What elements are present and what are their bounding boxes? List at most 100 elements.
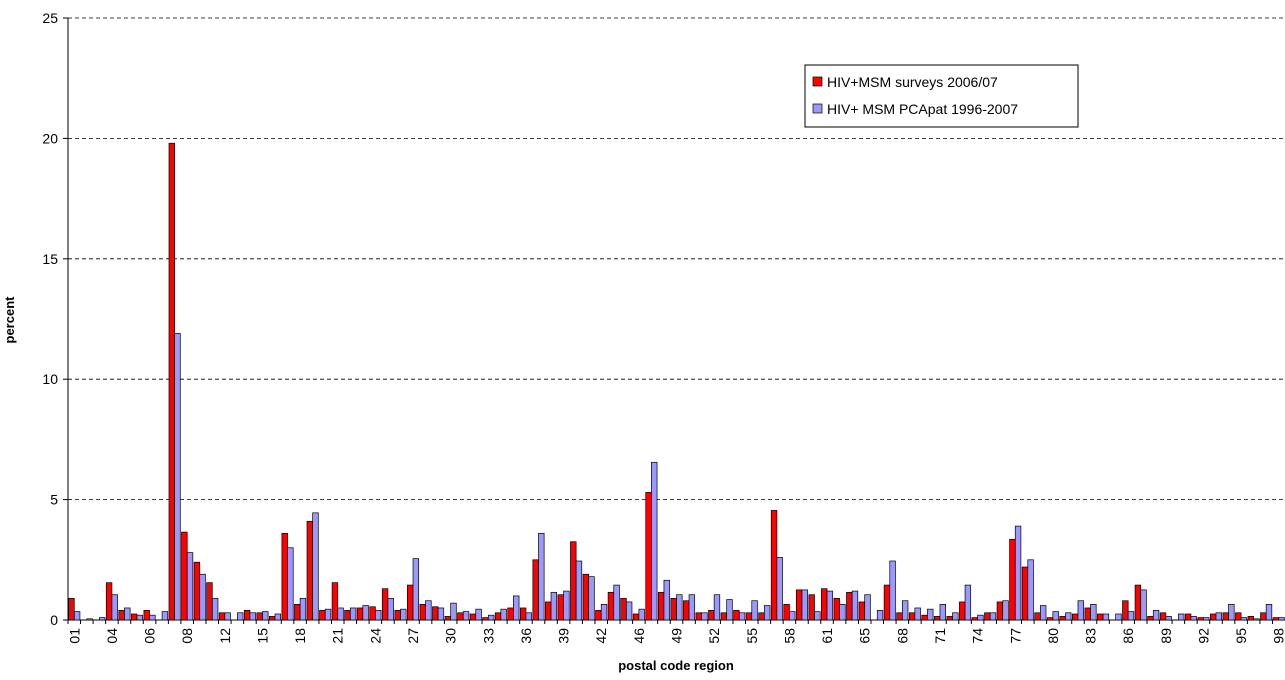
bar xyxy=(607,591,615,621)
x-tick-label: 80 xyxy=(1045,628,1061,644)
bar xyxy=(1147,616,1154,621)
bar xyxy=(550,591,558,621)
bar xyxy=(582,573,590,621)
y-tick-label: 5 xyxy=(50,492,58,508)
bar xyxy=(595,610,602,621)
legend-label: HIV+MSM surveys 2006/07 xyxy=(827,74,998,90)
bar xyxy=(921,614,928,621)
bar xyxy=(349,607,357,621)
bar xyxy=(149,614,156,621)
bar xyxy=(933,616,941,621)
bar xyxy=(1039,605,1047,621)
bar xyxy=(494,612,502,621)
bar xyxy=(745,612,753,621)
bar xyxy=(1097,613,1104,621)
bar xyxy=(833,597,840,621)
x-tick-label: 52 xyxy=(706,628,722,644)
bar xyxy=(269,616,276,621)
y-tick-label: 25 xyxy=(42,10,58,26)
bar xyxy=(294,603,301,621)
bar xyxy=(1165,616,1172,621)
bar xyxy=(193,561,201,621)
bar xyxy=(519,607,527,621)
bar xyxy=(174,333,181,621)
bar xyxy=(713,594,721,621)
bar xyxy=(86,618,93,621)
bar xyxy=(984,612,991,621)
bar xyxy=(1014,525,1022,621)
bar xyxy=(437,607,445,621)
bar xyxy=(776,557,783,621)
bar xyxy=(670,597,677,621)
bar xyxy=(161,611,169,621)
bar xyxy=(425,600,432,621)
bar xyxy=(324,608,332,621)
bar xyxy=(462,611,470,621)
bar xyxy=(356,607,364,621)
bar xyxy=(525,612,532,621)
bar xyxy=(952,612,959,621)
bar xyxy=(224,612,231,621)
x-tick-label: 06 xyxy=(142,628,158,644)
x-tick-label: 65 xyxy=(857,628,873,644)
bar xyxy=(513,595,520,621)
bar xyxy=(186,552,194,621)
x-tick-label: 74 xyxy=(970,628,986,644)
bar xyxy=(563,590,570,621)
x-tick-label: 68 xyxy=(894,628,910,644)
bar xyxy=(575,560,583,621)
bar xyxy=(1197,617,1204,621)
bar xyxy=(964,584,972,621)
bar xyxy=(839,603,846,621)
bar xyxy=(68,597,75,621)
bar xyxy=(620,597,627,621)
x-tick-label: 98 xyxy=(1271,628,1285,644)
bar xyxy=(1240,617,1248,621)
x-tick-label: 86 xyxy=(1120,628,1136,644)
bar xyxy=(482,617,489,621)
bar xyxy=(73,611,81,621)
bar xyxy=(124,607,131,621)
bar xyxy=(1159,612,1167,621)
bar xyxy=(1052,611,1059,621)
bar xyxy=(814,611,821,621)
legend-label: HIV+ MSM PCApat 1996-2007 xyxy=(827,101,1018,117)
bar xyxy=(181,531,188,621)
bar xyxy=(111,594,118,621)
bar xyxy=(1140,589,1147,621)
x-tick-label: 55 xyxy=(744,628,760,644)
bar xyxy=(927,608,934,621)
x-tick-label: 61 xyxy=(819,628,835,644)
bar xyxy=(237,612,244,621)
bar xyxy=(394,610,401,621)
bar xyxy=(1203,617,1210,621)
bar xyxy=(143,610,150,621)
bar xyxy=(738,612,746,621)
bar xyxy=(362,605,369,621)
x-tick-label: 15 xyxy=(254,628,270,644)
bar xyxy=(538,532,545,621)
bar xyxy=(1115,613,1122,621)
bar xyxy=(475,608,482,621)
bar xyxy=(331,582,339,621)
bar xyxy=(319,610,326,621)
bar xyxy=(858,601,866,621)
y-tick-label: 10 xyxy=(42,371,58,387)
bar xyxy=(808,594,815,621)
x-tick-label: 33 xyxy=(480,628,496,644)
bar xyxy=(1009,538,1016,621)
bar xyxy=(1228,603,1235,621)
bar xyxy=(701,612,708,621)
bar xyxy=(971,617,978,621)
bar xyxy=(695,612,702,621)
bar xyxy=(939,603,946,621)
bar xyxy=(1253,618,1260,621)
bar xyxy=(688,594,696,621)
bar xyxy=(105,582,113,621)
bar xyxy=(657,591,665,621)
x-tick-label: 39 xyxy=(556,628,572,644)
bar xyxy=(789,611,796,621)
y-tick-label: 20 xyxy=(42,130,58,146)
x-tick-label: 83 xyxy=(1083,628,1099,644)
